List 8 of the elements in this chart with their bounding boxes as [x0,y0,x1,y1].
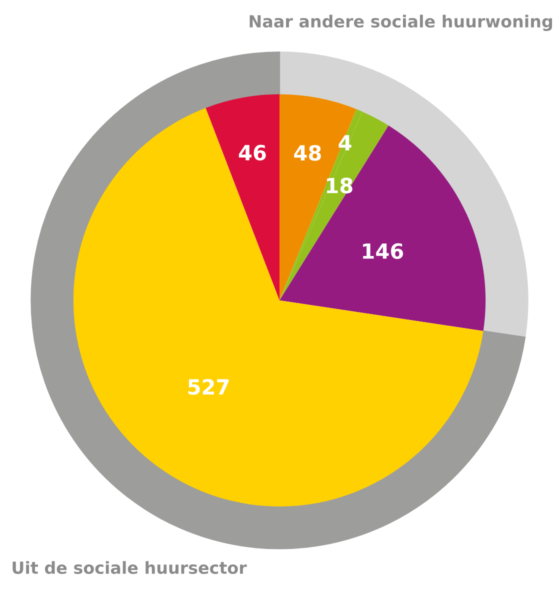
data-label: 46 [238,144,266,161]
text: Uit de sociale huursector [12,561,247,574]
data-label: 146 [363,243,404,259]
data-label: 527 [188,379,229,395]
data-label: 18 [327,178,352,194]
text: Naar andere sociale huurwoning [250,14,552,31]
data-label: 48 [294,144,321,161]
data-label: 4 [338,135,352,150]
